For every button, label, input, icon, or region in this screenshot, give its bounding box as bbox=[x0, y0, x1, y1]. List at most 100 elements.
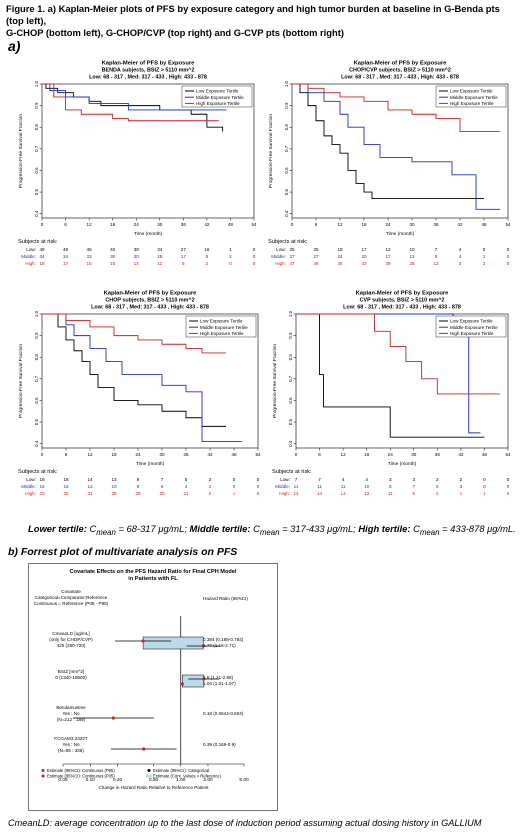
risk-row-name-low: Low: bbox=[26, 477, 36, 482]
x-tick-label: 12 bbox=[337, 222, 343, 227]
risk-count: 38 bbox=[134, 247, 140, 252]
legend-box bbox=[181, 85, 253, 108]
risk-count: 15 bbox=[110, 261, 116, 266]
tertile-low-label: Lower tertile: bbox=[28, 523, 87, 534]
risk-count: 15 bbox=[87, 261, 93, 266]
legend-marker-shaded bbox=[146, 774, 152, 778]
risk-count: 18 bbox=[337, 247, 343, 252]
x-tick-label: 12 bbox=[87, 222, 93, 227]
tertile-high-range: 433-878 μg/mL. bbox=[450, 523, 516, 534]
figure-title-line1: Figure 1. a) Kaplan-Meier plots of PFS b… bbox=[6, 3, 500, 26]
y-tick-label: 0.6 bbox=[288, 397, 293, 404]
forest-title: Covariate Effects on the PFS Hazard Rati… bbox=[70, 569, 237, 575]
chart-title: Kaplan-Meier of PFS by Exposure bbox=[356, 291, 450, 297]
legend-p05: Estimate (95%CI): Continuous (P05) bbox=[47, 774, 115, 779]
legend-label-middle: Middle Exposure Tertile bbox=[450, 95, 498, 100]
x-tick-label: 24 bbox=[385, 222, 391, 227]
y-tick-label: 0.7 bbox=[284, 145, 289, 152]
risk-count: 17 bbox=[361, 247, 367, 252]
y-axis-label: Progression-Free Survival Fraction bbox=[18, 344, 24, 418]
risk-row-name-high: High: bbox=[25, 261, 36, 266]
chart-subtitle: BENDA subjects, BSIZ > 5110 mm^2 bbox=[102, 68, 195, 74]
risk-count: 0 bbox=[483, 247, 486, 252]
risk-count: 45 bbox=[337, 261, 343, 266]
risk-count: 25 bbox=[289, 247, 295, 252]
x-tick-label: 42 bbox=[207, 452, 213, 457]
y-tick-label: 1.0 bbox=[34, 310, 39, 317]
risk-count: 2 bbox=[229, 254, 232, 259]
covariate-name: CmeanLD [ug/mL] bbox=[52, 631, 89, 636]
risk-count: 9 bbox=[137, 477, 140, 482]
legend-p95: Estimate (95%CI): Continuous (P95) bbox=[47, 768, 115, 773]
plot-frame bbox=[41, 83, 255, 219]
y-tick-label: 0.8 bbox=[34, 354, 39, 361]
estimate-point-p05 bbox=[180, 682, 184, 686]
risk-row-name-low: Low: bbox=[276, 247, 286, 252]
risk-count: 27 bbox=[289, 254, 295, 259]
km-curve-low bbox=[42, 313, 226, 427]
risk-count: 0 bbox=[257, 484, 260, 489]
risk-row-name-high: High: bbox=[25, 491, 36, 496]
risk-count: 0 bbox=[483, 484, 486, 489]
y-tick-label: 0.4 bbox=[288, 440, 293, 447]
cmean-symbol-mid: Cmean = bbox=[253, 523, 291, 537]
x-tick-label: 42 bbox=[204, 222, 210, 227]
x-axis-label: Time (month) bbox=[386, 231, 415, 237]
km-curve-low bbox=[292, 83, 484, 199]
km-curve-high bbox=[42, 313, 226, 354]
risk-count: 14 bbox=[87, 477, 93, 482]
y-tick-label: 0.5 bbox=[288, 418, 293, 425]
y-tick-label: 0.4 bbox=[284, 210, 289, 217]
x-tick-label: 54 bbox=[251, 222, 257, 227]
estimate-point-categorical bbox=[111, 716, 115, 720]
risk-count: 2 bbox=[436, 491, 439, 496]
x-axis-label: Time (month) bbox=[136, 461, 165, 467]
risk-count: 3 bbox=[389, 477, 392, 482]
risk-count: 4 bbox=[185, 484, 188, 489]
risk-count: 10 bbox=[111, 484, 117, 489]
x-tick-label: 0 bbox=[41, 452, 44, 457]
risk-count: 30 bbox=[134, 254, 140, 259]
risk-count: 14 bbox=[293, 491, 299, 496]
cmean-footnote: CmeanLD: average concentration up to the… bbox=[8, 818, 482, 828]
plot-frame bbox=[291, 83, 509, 219]
covariate-name: Bendamustine bbox=[56, 705, 86, 710]
risk-count: 34 bbox=[63, 254, 69, 259]
risk-count: 0 bbox=[233, 477, 236, 482]
legend-marker-p95 bbox=[41, 769, 45, 772]
x-tick-label: 30 bbox=[411, 452, 417, 457]
legend-label-high: High Exposure Tertile bbox=[450, 101, 494, 106]
x-axis-label: Time (month) bbox=[388, 461, 417, 467]
risk-count: 14 bbox=[317, 491, 323, 496]
risk-count: 3 bbox=[412, 477, 415, 482]
risk-count: 9 bbox=[137, 484, 140, 489]
risk-count: 28 bbox=[135, 491, 141, 496]
risk-count: 17 bbox=[385, 254, 391, 259]
x-tick-label: 48 bbox=[231, 452, 237, 457]
risk-count: 11 bbox=[157, 261, 162, 266]
tertile-high-label: High tertile: bbox=[358, 523, 411, 534]
y-tick-label: 0.5 bbox=[34, 418, 39, 425]
km-curve-high bbox=[292, 83, 500, 132]
risk-count: 0 bbox=[229, 261, 232, 266]
x-tick-label: 36 bbox=[433, 222, 439, 227]
legend-box bbox=[435, 85, 507, 108]
y-tick-label: 0.7 bbox=[288, 375, 293, 382]
legend-label-high: High Exposure Tertile bbox=[196, 101, 240, 106]
forest-plot-frame: Covariate Effects on the PFS Hazard Rati… bbox=[28, 563, 278, 811]
risk-row-name-middle: Middle: bbox=[275, 484, 290, 489]
x-tick-label: 48 bbox=[228, 222, 234, 227]
risk-count: 0 bbox=[507, 261, 510, 266]
risk-count: 4 bbox=[365, 477, 368, 482]
x-tick-label: 6 bbox=[318, 452, 321, 457]
legend-categorical: Estimate (95%CI): Categorical bbox=[153, 768, 209, 773]
risk-count: 11 bbox=[317, 484, 322, 489]
covariate-header: Covariate bbox=[61, 589, 81, 594]
risk-count: 16 bbox=[39, 484, 45, 489]
risk-count: 4 bbox=[342, 477, 345, 482]
x-tick-label: 6 bbox=[315, 222, 318, 227]
chart-title: Kaplan-Meier of PFS by Exposure bbox=[104, 291, 198, 297]
y-tick-label: 0.6 bbox=[34, 397, 39, 404]
risk-count: 1 bbox=[229, 247, 232, 252]
risk-count: 8 bbox=[389, 484, 392, 489]
